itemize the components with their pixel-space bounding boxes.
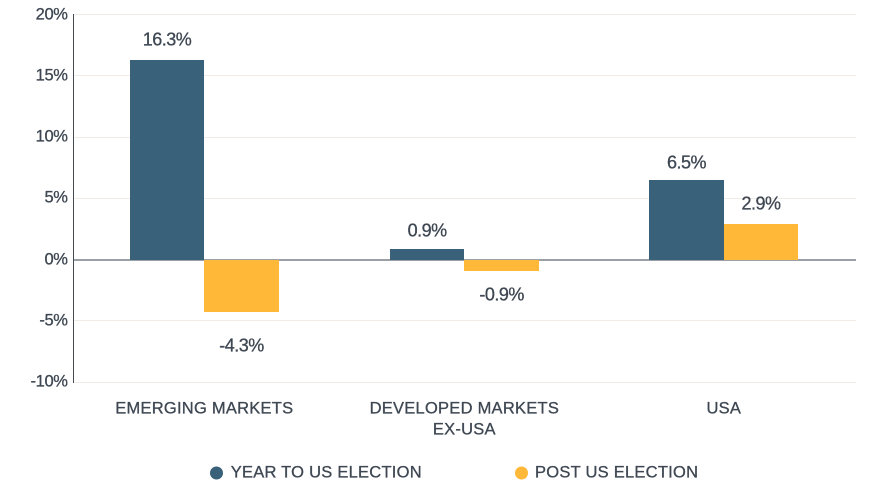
bar-series1: [129, 59, 205, 260]
y-axis-line: [72, 14, 74, 383]
y-tick-label: 0%: [44, 250, 68, 269]
value-label: 6.5%: [667, 152, 707, 173]
bar-series1: [649, 180, 724, 260]
legend-marker-icon: [515, 466, 529, 480]
y-tick-label: 15%: [35, 66, 69, 85]
y-gridline: [73, 197, 856, 199]
x-category-label: EMERGING MARKETS: [115, 399, 294, 418]
bar-series2: [464, 259, 539, 271]
value-label: 0.9%: [407, 220, 447, 240]
legend-marker-icon: [209, 466, 223, 480]
value-label: 16.3%: [142, 29, 192, 50]
x-category-label: DEVELOPED MARKETS: [369, 399, 560, 418]
y-gridline: [73, 381, 856, 383]
x-category-label: EX-USA: [432, 420, 496, 439]
zero-line: [73, 258, 856, 261]
y-gridline: [73, 320, 856, 322]
bar-series1: [389, 248, 465, 260]
y-gridline: [73, 14, 856, 16]
bar-series2: [723, 224, 799, 260]
y-tick-label: -5%: [39, 311, 68, 330]
legend-label: POST US ELECTION: [535, 463, 699, 482]
x-category-label: USA: [706, 399, 742, 418]
y-tick-label: 20%: [35, 5, 69, 24]
value-label: 2.9%: [741, 193, 781, 214]
y-tick-label: -10%: [30, 372, 68, 391]
y-tick-label: 5%: [44, 188, 68, 207]
y-tick-label: 10%: [35, 127, 69, 146]
y-gridline: [73, 136, 856, 138]
bar-series2: [204, 259, 279, 313]
value-label: -0.9%: [479, 284, 524, 304]
y-gridline: [73, 75, 856, 77]
value-label: -4.3%: [219, 335, 264, 356]
legend-label: YEAR TO US ELECTION: [230, 463, 422, 482]
